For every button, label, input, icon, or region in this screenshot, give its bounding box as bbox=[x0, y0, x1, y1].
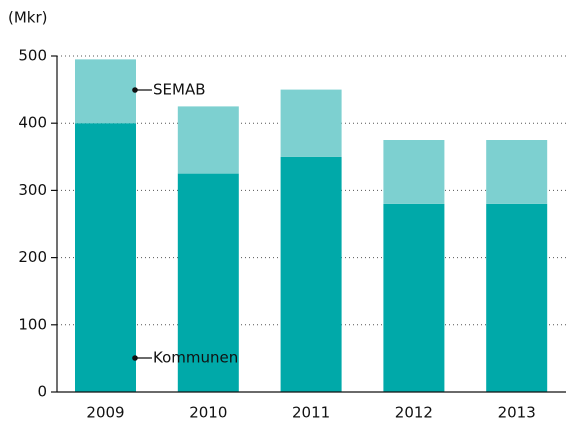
y-tick-label: 0 bbox=[37, 383, 47, 401]
x-tick-label: 2010 bbox=[189, 404, 227, 422]
y-tick-label: 300 bbox=[18, 181, 47, 199]
bar-segment bbox=[280, 156, 342, 392]
y-tick-label: 200 bbox=[18, 248, 47, 266]
x-tick-label: 2013 bbox=[498, 404, 536, 422]
bar-segment bbox=[177, 173, 239, 392]
bar-segment bbox=[280, 89, 342, 157]
y-axis-label: (Mkr) bbox=[8, 9, 48, 27]
y-tick-label: 500 bbox=[18, 47, 47, 65]
bar-segment bbox=[383, 203, 445, 392]
bar-segment bbox=[383, 140, 445, 204]
x-tick-label: 2012 bbox=[395, 404, 433, 422]
legend-label: SEMAB bbox=[153, 81, 206, 99]
y-tick-label: 400 bbox=[18, 114, 47, 132]
y-tick-label: 100 bbox=[18, 315, 47, 333]
bar-segment bbox=[486, 140, 548, 204]
legend-label: Kommunen bbox=[153, 349, 238, 367]
x-tick-label: 2009 bbox=[86, 404, 124, 422]
bar-segment bbox=[486, 203, 548, 392]
bar-segment bbox=[75, 123, 136, 392]
bar-segment bbox=[75, 59, 136, 124]
bar-segment bbox=[177, 106, 239, 174]
x-tick-label: 2011 bbox=[292, 404, 330, 422]
